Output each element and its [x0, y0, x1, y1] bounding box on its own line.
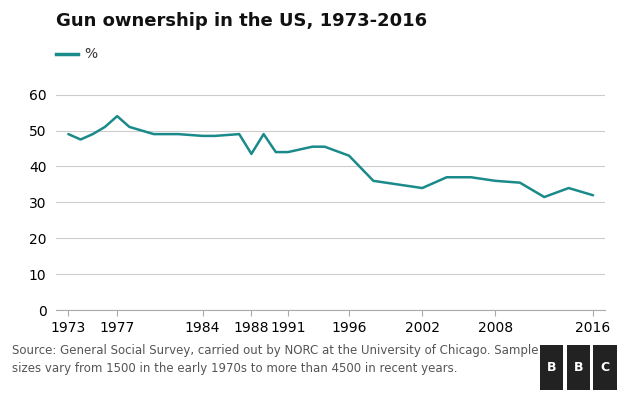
FancyBboxPatch shape — [593, 345, 617, 390]
Text: C: C — [601, 361, 610, 374]
Text: Gun ownership in the US, 1973-2016: Gun ownership in the US, 1973-2016 — [56, 12, 427, 30]
Text: B: B — [573, 361, 583, 374]
Text: %: % — [84, 48, 97, 61]
FancyBboxPatch shape — [567, 345, 590, 390]
Text: Source: General Social Survey, carried out by NORC at the University of Chicago.: Source: General Social Survey, carried o… — [12, 343, 539, 374]
FancyBboxPatch shape — [540, 345, 563, 390]
Text: B: B — [547, 361, 557, 374]
